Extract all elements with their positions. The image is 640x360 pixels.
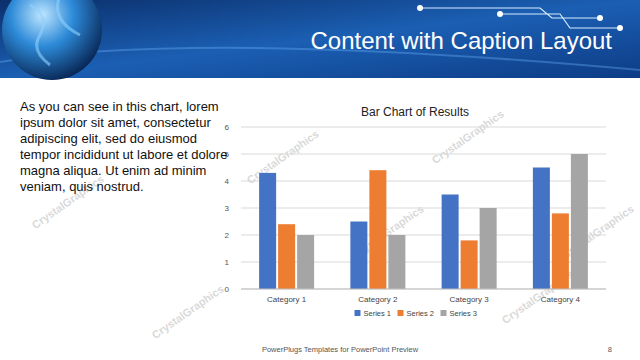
grid-line — [241, 154, 606, 155]
x-tick-label: Category 3 — [450, 295, 490, 304]
grid-line — [241, 289, 606, 290]
circuit-node — [597, 15, 603, 21]
legend-label: Series 1 — [364, 309, 392, 318]
globe — [2, 0, 102, 80]
x-tick-label: Category 2 — [358, 295, 398, 304]
grid-line — [241, 127, 606, 128]
circuit-node — [417, 5, 423, 11]
x-axis-line — [241, 289, 606, 290]
legend-swatch — [355, 310, 361, 316]
circuit-node — [497, 11, 503, 17]
circuit-lines — [420, 8, 620, 28]
grid-line — [241, 235, 606, 236]
y-tick-label: 4 — [225, 177, 230, 186]
watermark: CrystalGraphics — [149, 282, 225, 341]
circuit-node — [617, 25, 623, 31]
y-tick-label: 2 — [225, 231, 230, 240]
bar — [388, 235, 405, 289]
grid-line — [241, 208, 606, 209]
bar — [533, 168, 550, 290]
caption: As you can see in this chart, lorem ipsu… — [20, 99, 238, 195]
bar — [571, 154, 588, 289]
legend: Series 1 Series 2 Series 3 — [355, 309, 478, 318]
y-tick-label: 3 — [225, 204, 230, 213]
x-tick-label: Category 1 — [267, 295, 307, 304]
bar — [350, 222, 367, 290]
bar — [442, 195, 459, 290]
bar — [259, 173, 276, 289]
grid-line — [241, 262, 606, 263]
y-tick-label: 0 — [225, 285, 230, 294]
bar — [552, 213, 569, 289]
grid-line — [241, 181, 606, 182]
bar — [480, 208, 497, 289]
bar — [369, 170, 386, 289]
footer: PowerPlugs Templates for PowerPoint Prev… — [262, 345, 419, 354]
legend-swatch — [398, 310, 404, 316]
globe-continents — [30, 0, 80, 65]
bar — [461, 240, 478, 289]
y-tick-label: 6 — [225, 123, 230, 132]
legend-label: Series 3 — [450, 309, 478, 318]
slide-title: Content with Caption Layout — [310, 27, 612, 54]
x-tick-label: Category 4 — [541, 295, 581, 304]
bars — [259, 154, 588, 289]
chart-title: Bar Chart of Results — [361, 105, 469, 119]
y-tick-label: 1 — [225, 258, 230, 267]
watermark: CrystalGraphics — [244, 127, 320, 186]
bar — [278, 224, 295, 289]
legend-label: Series 2 — [407, 309, 435, 318]
page-number: 8 — [608, 345, 612, 354]
bar — [297, 235, 314, 289]
y-axis: 0123456 — [225, 123, 606, 294]
legend-swatch — [441, 310, 447, 316]
